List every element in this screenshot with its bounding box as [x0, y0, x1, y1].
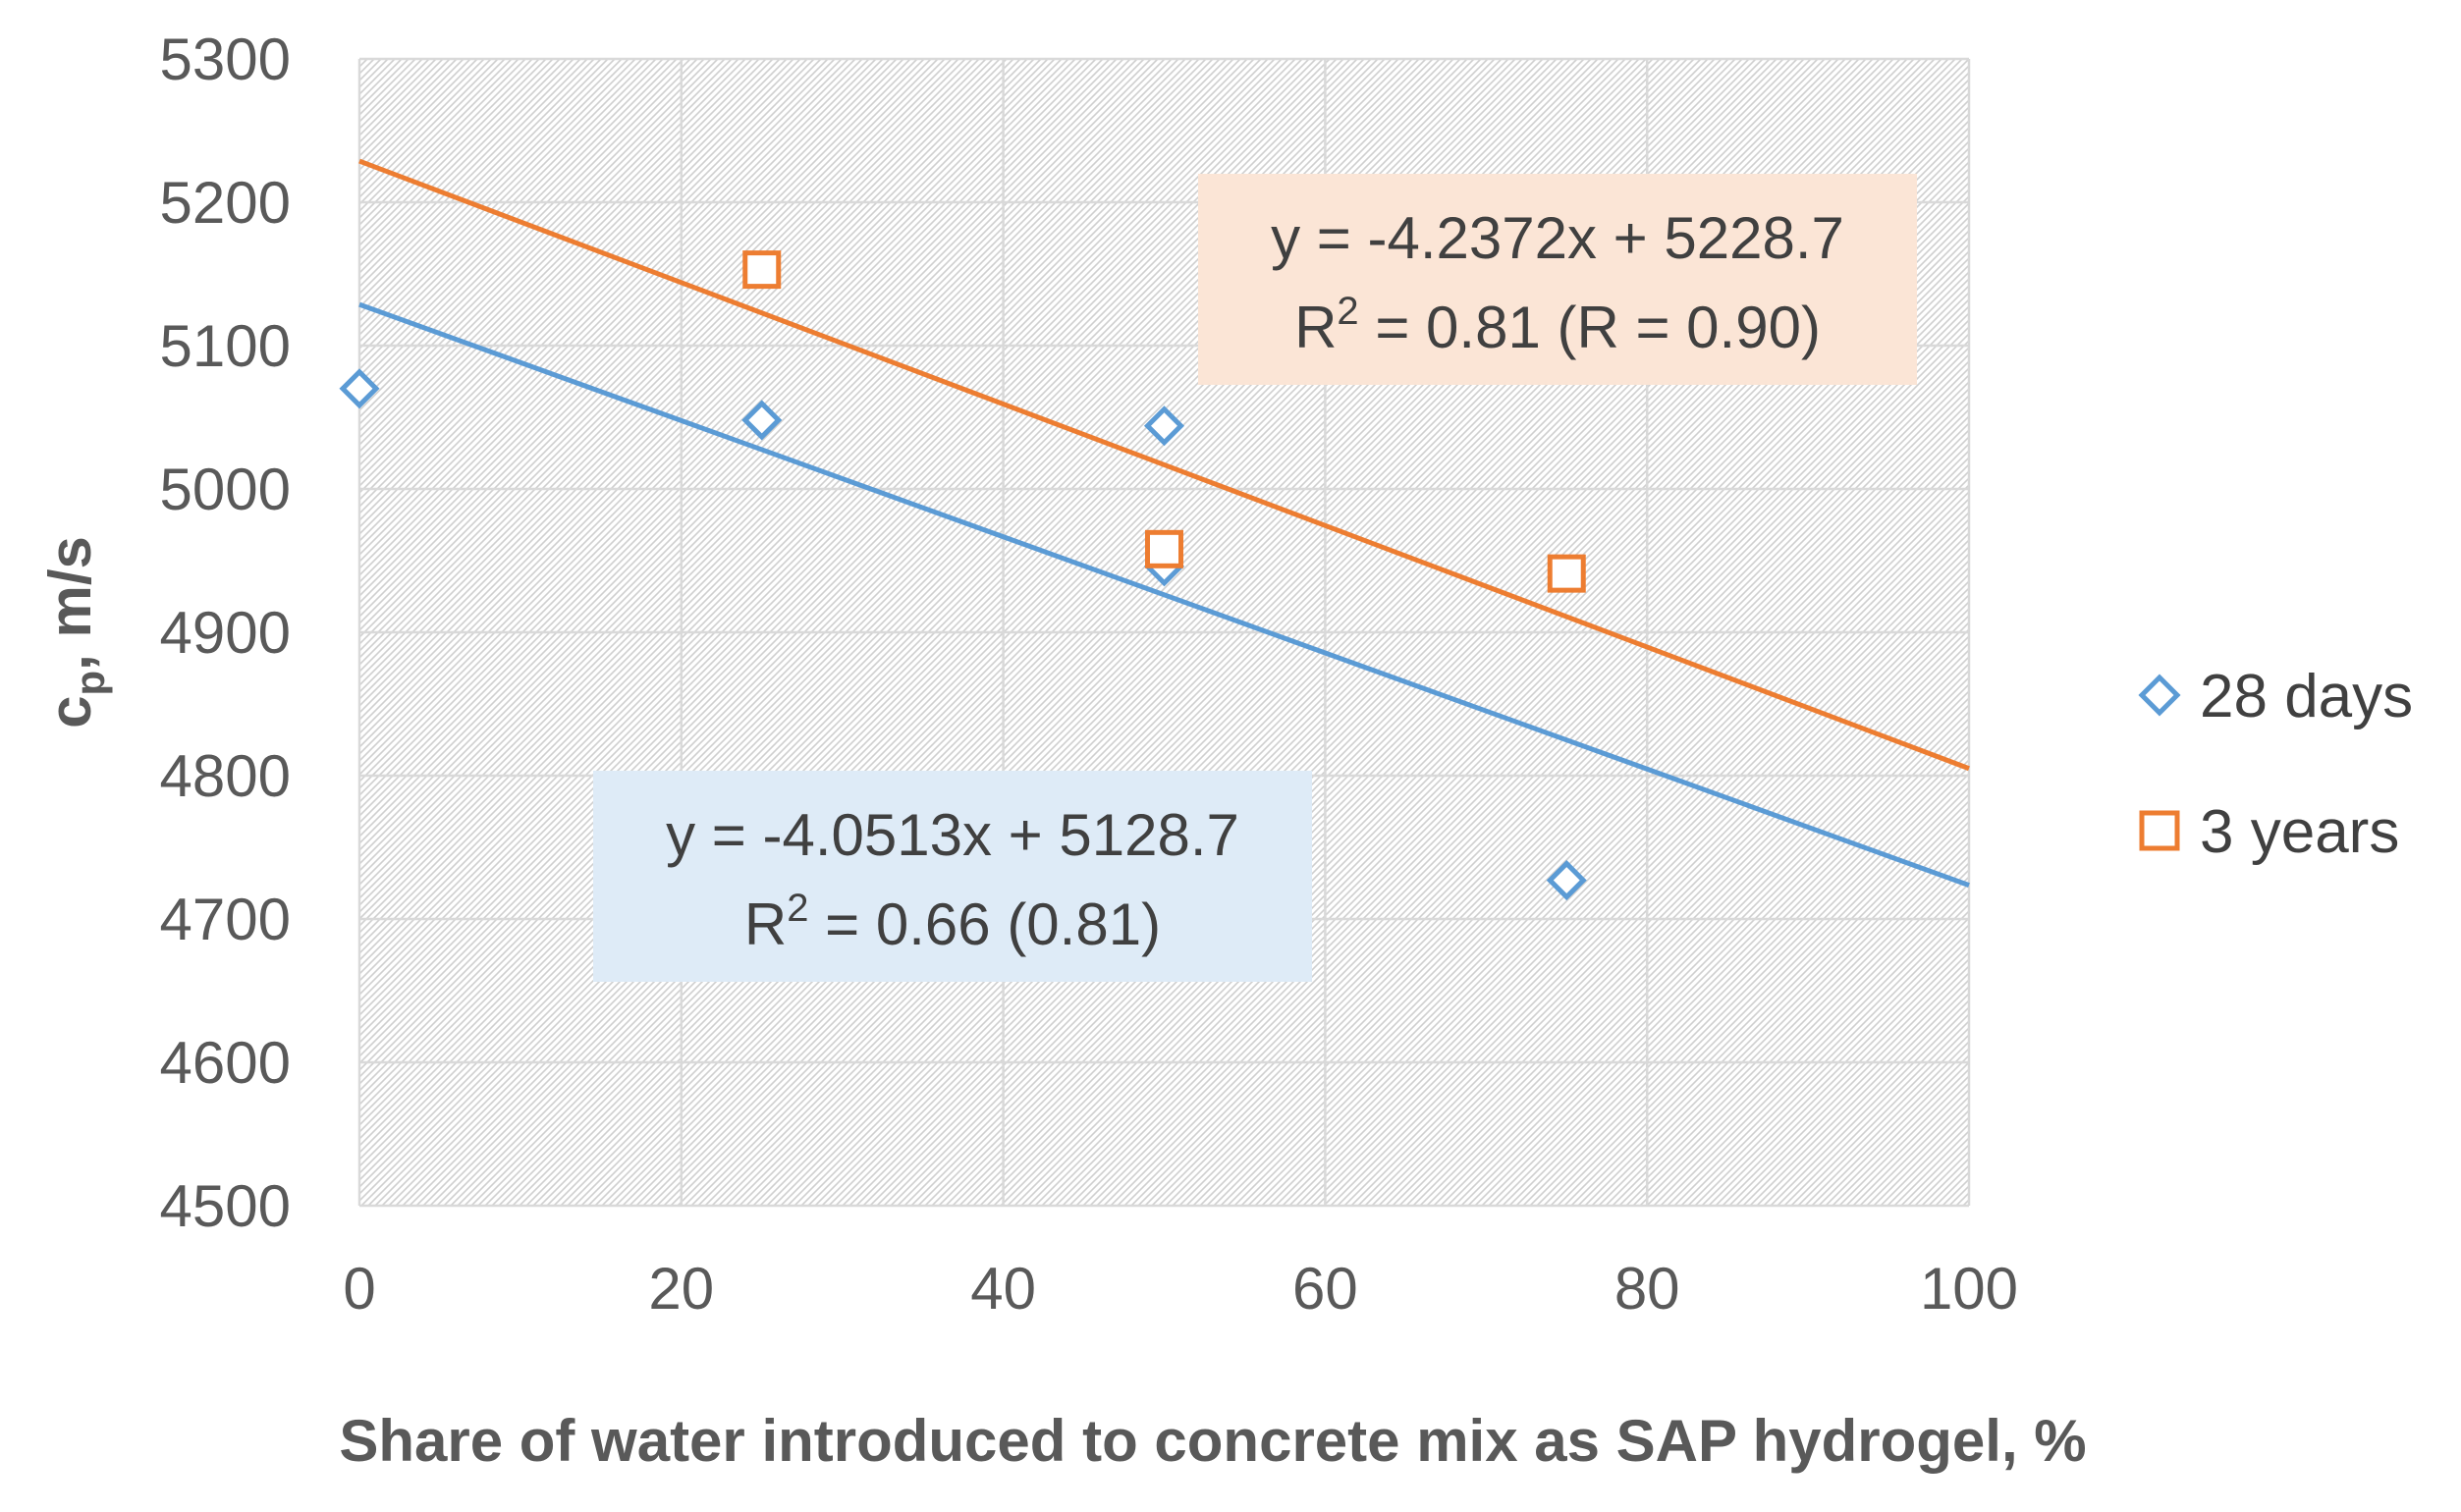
- y-tick-label: 5100: [160, 313, 291, 379]
- y-tick-label: 5200: [160, 170, 291, 236]
- x-tick-label: 0: [343, 1256, 375, 1322]
- trendline-equation-3-years: y = -4.2372x + 5228.7 R2 = 0.81 (R = 0.90…: [1198, 174, 1917, 385]
- y-axis-title-units: , m/s: [37, 536, 103, 671]
- data-point-28-days: [1143, 405, 1185, 447]
- equation-box: [593, 771, 1312, 982]
- x-axis-title: Share of water introduced to concrete mi…: [339, 1408, 2086, 1474]
- x-tick-label: 80: [1614, 1256, 1680, 1322]
- legend-label: 3 years: [2200, 798, 2399, 866]
- equation-box: [1198, 174, 1917, 385]
- y-axis-title-main: c: [37, 696, 103, 729]
- data-point-28-days: [1546, 860, 1587, 901]
- y-tick-label: 4600: [160, 1030, 291, 1096]
- data-point-3-years: [742, 250, 782, 290]
- data-point-28-days: [741, 400, 783, 441]
- data-point-3-years: [1145, 529, 1183, 568]
- legend-item-28-days: 28 days: [2138, 663, 2413, 730]
- legend-marker: [2139, 810, 2180, 851]
- y-axis-title-subscript: p: [67, 671, 113, 696]
- y-tick-label: 5000: [160, 457, 291, 522]
- legend-marker: [2138, 674, 2181, 717]
- trendline-equations: y = -4.2372x + 5228.7 R2 = 0.81 (R = 0.90…: [593, 174, 1917, 982]
- x-tick-label: 100: [1920, 1256, 2018, 1322]
- data-points: [339, 250, 1587, 901]
- x-tick-label: 60: [1292, 1256, 1358, 1322]
- x-tick-label: 20: [648, 1256, 714, 1322]
- x-tick-label: 40: [970, 1256, 1036, 1322]
- r-squared-text: R2 = 0.81 (R = 0.90): [1294, 290, 1821, 360]
- legend-item-3-years: 3 years: [2139, 798, 2399, 866]
- trendline-equation-28-days: y = -4.0513x + 5128.7 R2 = 0.66 (0.81): [593, 771, 1312, 982]
- legend: 28 days 3 years: [2138, 663, 2413, 866]
- y-tick-label: 4700: [160, 887, 291, 952]
- y-tick-label: 4900: [160, 600, 291, 666]
- y-tick-label: 5300: [160, 27, 291, 92]
- trendline-3-years: [358, 158, 1970, 772]
- y-tick-label: 4800: [160, 743, 291, 809]
- equation-text: y = -4.2372x + 5228.7: [1271, 205, 1844, 271]
- data-point-28-days: [339, 368, 380, 409]
- r-squared-text: R2 = 0.66 (0.81): [744, 887, 1161, 957]
- trendlines: [358, 158, 1970, 888]
- data-point-3-years: [1547, 554, 1586, 593]
- y-tick-label: 4500: [160, 1173, 291, 1239]
- trendline-28-days: [358, 301, 1970, 888]
- legend-label: 28 days: [2200, 663, 2413, 730]
- tick-labels: 4500 4600 4700 4800 4900 5000 5100 5200 5300 0 20 4…: [160, 27, 2019, 1322]
- equation-text: y = -4.0513x + 5128.7: [666, 802, 1239, 868]
- y-axis-title: cp, m/s: [37, 536, 113, 729]
